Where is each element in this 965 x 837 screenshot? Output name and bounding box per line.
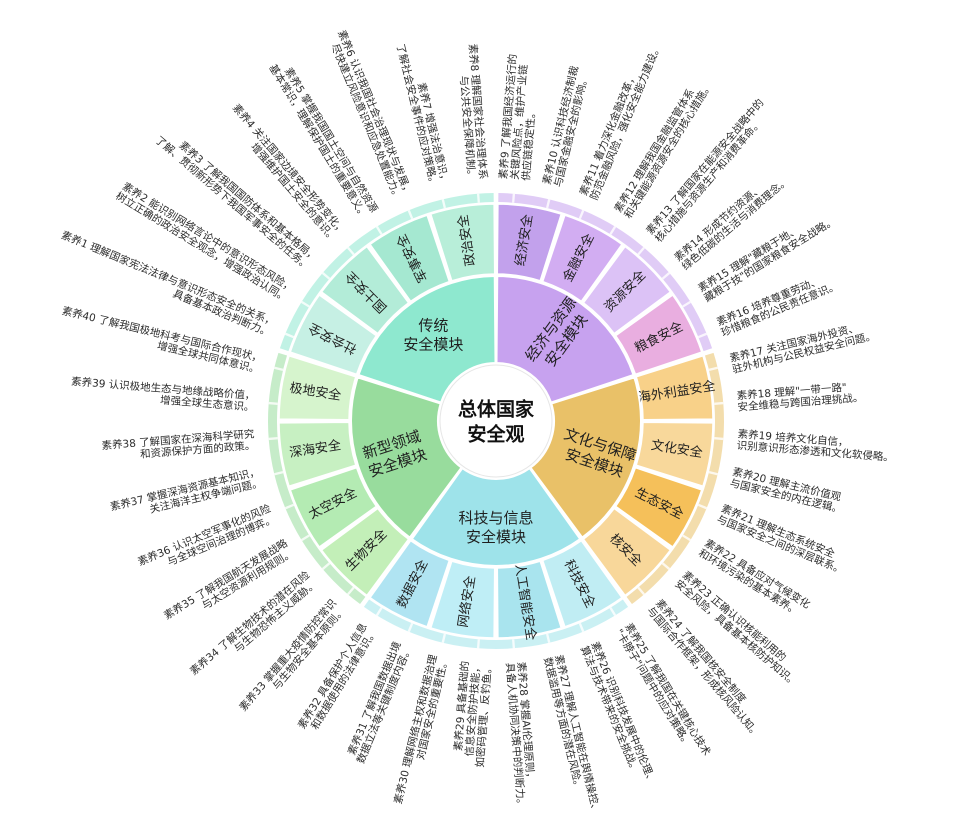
ring-tick-traditional-2 [321, 272, 331, 280]
center-title-line2: 安全观 [467, 423, 524, 446]
field-sector-frontier-2 [278, 421, 357, 488]
field-sector-frontier-3 [278, 354, 357, 421]
ring-tick-tech-0 [609, 607, 617, 617]
ring-tick-culture-4 [697, 503, 708, 510]
field-sector-culture-3 [582, 507, 672, 597]
module-label-line-tech-1: 安全模块 [466, 528, 526, 546]
module-sector-tech [410, 466, 582, 567]
field-sector-frontier-0 [320, 507, 410, 597]
ring-tick-frontier-6 [268, 401, 278, 405]
module-sector-traditional [357, 274, 497, 404]
field-sector-culture-0 [635, 354, 714, 421]
ring-tick-economic-2 [578, 209, 585, 220]
outer-ring-traditional [279, 193, 494, 352]
ring-tick-frontier-0 [347, 586, 355, 596]
outer-ring-economic [498, 193, 713, 352]
ring-tick-tech-2 [546, 633, 551, 643]
literacy-item-17: 素养17 关注国家海外投资、驻外机构与公民权益安全问题。 [728, 321, 877, 376]
field-sector-culture-2 [614, 466, 703, 549]
ring-tick-traditional-1 [300, 300, 310, 308]
ring-tick-culture-5 [682, 534, 692, 542]
field-sector-traditional-1 [320, 245, 410, 335]
field-sector-traditional-2 [368, 214, 451, 303]
ring-tick-traditional-3 [347, 246, 355, 256]
field-sector-tech-1 [496, 560, 563, 639]
module-label-line-traditional-0: 传统 [418, 316, 448, 334]
field-sector-tech-0 [541, 539, 624, 628]
ring-tick-economic-6 [682, 300, 692, 308]
outer-ring-culture [626, 352, 724, 605]
module-sector-economic [495, 274, 635, 404]
ring-tick-economic-4 [637, 246, 645, 256]
literacy-item-39: 素养39 认识极地生态与地缘战略价值，增强全球生态意识。 [71, 375, 256, 414]
ring-tick-traditional-5 [407, 209, 414, 220]
ring-tick-tech-5 [441, 633, 446, 643]
literacy-line-9-2: 供应链稳定性。 [519, 107, 538, 181]
module-sector-culture [529, 376, 642, 539]
field-sector-economic-3 [614, 293, 703, 376]
ring-tick-frontier-2 [300, 534, 310, 542]
ring-tick-economic-7 [697, 332, 708, 339]
field-sector-economic-1 [541, 214, 624, 303]
ring-tick-culture-7 [637, 586, 645, 596]
literacy-item-28: 素养28 掌握AI伦理原则，具备人机协同决策中的判断力。 [503, 661, 537, 809]
ring-tick-tech-3 [512, 639, 516, 649]
ring-tick-tech-1 [578, 622, 585, 633]
ring-tick-traditional-0 [284, 332, 295, 339]
ring-tick-culture-6 [661, 562, 671, 570]
field-sector-culture-1 [635, 421, 714, 488]
ring-tick-frontier-7 [274, 366, 284, 371]
ring-tick-culture-1 [714, 401, 724, 405]
ring-tick-culture-3 [708, 471, 718, 476]
ring-tick-tech-6 [407, 622, 414, 633]
ring-tick-traditional-4 [375, 225, 383, 235]
literacy-item-37: 素养37 掌握深海资源基本知识，关注海洋主权争端问题。 [109, 465, 264, 516]
field-sector-frontier-1 [289, 466, 378, 549]
field-sector-economic-2 [582, 245, 672, 335]
literacy-item-18: 素养18 理解"一带一路"安全维稳与跨国治理挑战。 [736, 381, 864, 414]
ring-tick-culture-0 [708, 366, 718, 371]
field-sector-tech-3 [368, 539, 451, 628]
center-hub [439, 364, 553, 478]
ring-tick-frontier-3 [284, 503, 295, 510]
ring-tick-tech-7 [375, 607, 383, 617]
center-title-line1: 总体国家 [458, 398, 535, 421]
outer-ring-tech [363, 599, 629, 649]
ring-tick-frontier-5 [268, 437, 278, 441]
ring-tick-economic-0 [512, 193, 516, 203]
ring-tick-traditional-6 [441, 199, 446, 209]
literacy-item-19: 素养19 培养文化自信，识别意识形态渗透和文化软侵略。 [736, 427, 894, 464]
field-sector-traditional-0 [289, 293, 378, 376]
module-label-line-traditional-1: 安全模块 [403, 335, 463, 353]
field-sector-economic-0 [496, 203, 563, 282]
ring-tick-economic-3 [609, 225, 617, 235]
module-sector-frontier [350, 376, 463, 539]
ring-tick-economic-5 [661, 272, 671, 280]
ring-tick-frontier-4 [274, 471, 284, 476]
ring-tick-frontier-1 [321, 562, 331, 570]
outer-ring-frontier [267, 352, 366, 605]
ring-tick-tech-4 [476, 639, 480, 649]
ring-tick-culture-2 [714, 437, 724, 441]
field-sector-tech-2 [429, 560, 496, 639]
field-sector-traditional-3 [429, 203, 496, 282]
ring-tick-economic-1 [546, 199, 551, 209]
module-label-line-tech-0: 科技与信息 [458, 509, 533, 527]
ring-tick-traditional-7 [476, 193, 480, 203]
